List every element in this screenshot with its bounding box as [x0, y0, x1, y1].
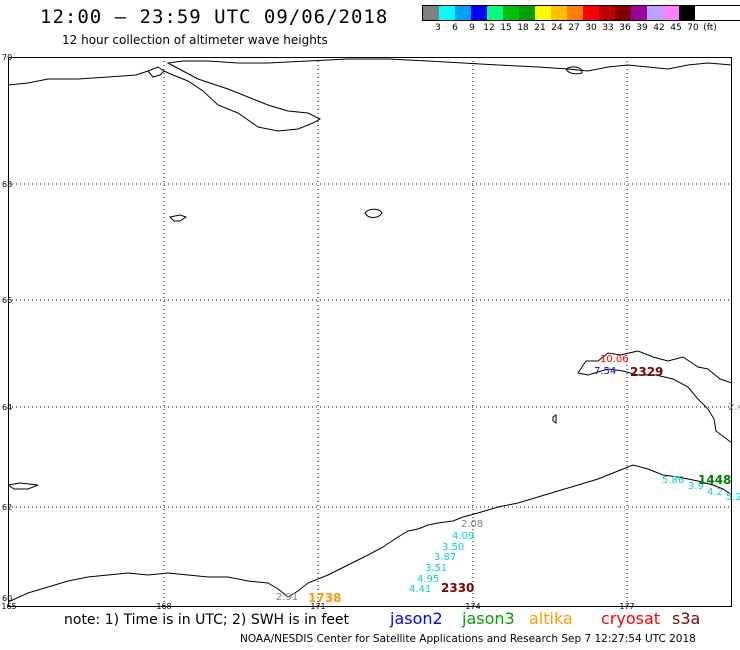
wave-height-label: 3.51: [425, 563, 448, 574]
pass-time-label: 2330: [441, 581, 475, 595]
color-scale-label: 70: [687, 23, 699, 33]
color-scale-swatch: [455, 6, 471, 20]
color-scale-swatch: [503, 6, 519, 20]
lat-label: 66: [2, 296, 13, 305]
color-scale-label: 39: [636, 23, 648, 33]
coastlines: [8, 58, 732, 603]
legend-cryosat: cryosat: [601, 609, 661, 628]
color-scale-swatch: [599, 6, 615, 20]
wave-height-label: 5.2: [726, 492, 740, 503]
lon-label: 171: [310, 602, 326, 611]
wave-height-label: 4.95: [417, 574, 440, 585]
color-scale-swatch: [663, 6, 679, 20]
pass-time-label: 1738: [308, 591, 342, 605]
map-title: 12:00 – 23:59 UTC 09/06/2018: [40, 6, 389, 28]
map-frame: [8, 57, 732, 607]
wave-height-label: 2.91: [276, 592, 299, 603]
map-subtitle: 12 hour collection of altimeter wave hei…: [62, 33, 328, 47]
lon-label: 165: [1, 602, 17, 611]
wave-height-label: 2.08: [461, 519, 484, 530]
lon-label: 177: [619, 602, 635, 611]
color-scale-label: 15: [500, 23, 512, 33]
color-scale: 3 6 9 12 15 18 21 24 27 30 33 36 39 42 45 70 (ft): [422, 5, 740, 35]
lat-label: 62: [2, 503, 13, 512]
map-canvas: [8, 57, 732, 607]
color-scale-swatch: [519, 6, 535, 20]
coast-north: [8, 58, 732, 132]
color-scale-swatch: [647, 6, 663, 20]
legend-jason3: jason3: [462, 609, 515, 628]
wave-height-label: 3.9: [688, 481, 704, 492]
color-scale-swatch: [551, 6, 567, 20]
lon-label: 174: [465, 602, 481, 611]
wave-height-label: 4.2: [707, 487, 723, 498]
color-scale-swatches: [422, 5, 740, 21]
st-lawrence-island: [8, 482, 39, 490]
color-scale-label: 36: [619, 23, 631, 33]
wave-height-label: 4.41: [409, 584, 432, 595]
pass-time-label: 1448: [698, 473, 732, 487]
color-scale-swatch: [439, 6, 455, 20]
legend-s3a: s3a: [672, 609, 701, 628]
color-scale-swatch: [615, 6, 631, 20]
small-island: [552, 414, 557, 424]
color-scale-labels: 3 6 9 12 15 18 21 24 27 30 33 36 39 42 45 70 (ft): [422, 21, 740, 35]
color-scale-label: 18: [517, 23, 529, 33]
alaska-west-coast: [8, 464, 732, 603]
lon-label: 168: [156, 602, 172, 611]
color-scale-label: 6: [452, 23, 458, 33]
wave-height-label: 2.4: [728, 402, 740, 413]
lat-label: 64: [2, 403, 13, 412]
color-scale-label: 12: [483, 23, 495, 33]
color-scale-swatch: [535, 6, 551, 20]
color-scale-label: 33: [602, 23, 614, 33]
grid-lines: [8, 57, 732, 607]
color-scale-label: 30: [585, 23, 597, 33]
wave-height-label: 10.06: [600, 354, 629, 365]
island-2: [168, 214, 188, 222]
color-scale-label: 45: [670, 23, 682, 33]
color-scale-swatch: [679, 6, 695, 20]
lat-label: 68: [2, 180, 13, 189]
map-area: [8, 57, 732, 607]
wave-height-label: 3.87: [434, 552, 457, 563]
footer-credit: NOAA/NESDIS Center for Satellite Applica…: [240, 633, 696, 645]
wave-height-label: 4.09: [452, 531, 475, 542]
color-scale-label: 42: [653, 23, 665, 33]
color-scale-label: 3: [435, 23, 441, 33]
lat-label: 70: [2, 53, 13, 62]
color-scale-swatch: [583, 6, 599, 20]
color-scale-swatch: [567, 6, 583, 20]
coast-north-inlet: [147, 70, 165, 78]
color-scale-swatch: [471, 6, 487, 20]
color-scale-label: 24: [551, 23, 563, 33]
units-note: note: 1) Time is in UTC; 2) SWH is in fe…: [64, 612, 350, 628]
wave-height-label: 5.86: [662, 475, 685, 486]
color-scale-label: (ft): [703, 23, 717, 33]
pass-time-label: 2329: [630, 365, 664, 379]
wave-height-label: 3.50: [442, 542, 465, 553]
color-scale-swatch: [423, 6, 439, 20]
island-1: [565, 66, 583, 75]
color-scale-swatch: [487, 6, 503, 20]
legend-altika: altika: [529, 609, 573, 628]
color-scale-label: 27: [568, 23, 580, 33]
color-scale-label: 9: [469, 23, 475, 33]
island-3: [364, 208, 383, 218]
seward-peninsula: [577, 350, 732, 444]
lat-label: 60: [2, 594, 13, 603]
color-scale-label: 21: [534, 23, 546, 33]
wave-height-label: 7.54: [594, 366, 617, 377]
legend-jason2: jason2: [390, 609, 443, 628]
color-scale-swatch: [631, 6, 647, 20]
